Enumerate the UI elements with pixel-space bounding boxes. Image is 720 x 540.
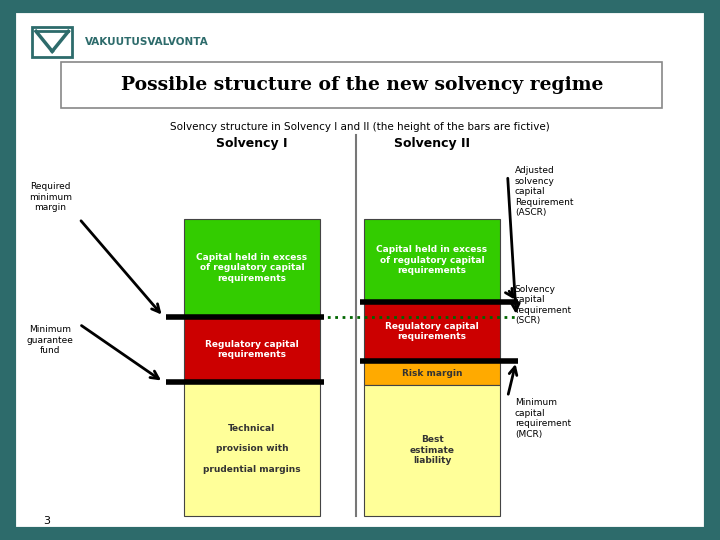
Bar: [184, 316, 320, 382]
Bar: [61, 62, 662, 108]
Text: Minimum
capital
requirement
(MCR): Minimum capital requirement (MCR): [515, 399, 571, 438]
Bar: [364, 219, 500, 302]
Text: VAKUUTUSVALVONTA: VAKUUTUSVALVONTA: [85, 37, 209, 47]
Text: Regulatory capital
requirements: Regulatory capital requirements: [205, 340, 299, 359]
Text: Capital held in excess
of regulatory capital
requirements: Capital held in excess of regulatory cap…: [377, 245, 487, 275]
Text: Minimum
guarantee
fund: Minimum guarantee fund: [27, 325, 74, 355]
Text: 3: 3: [43, 516, 50, 526]
Text: Solvency structure in Solvency I and II (the height of the bars are fictive): Solvency structure in Solvency I and II …: [170, 122, 550, 132]
Bar: [184, 382, 320, 516]
Text: Solvency I: Solvency I: [216, 137, 288, 150]
Text: Possible structure of the new solvency regime: Possible structure of the new solvency r…: [121, 76, 603, 94]
Text: Best
estimate
liability: Best estimate liability: [410, 435, 454, 465]
Bar: [364, 385, 500, 516]
Text: Solvency
capital
requirement
(SCR): Solvency capital requirement (SCR): [515, 285, 571, 325]
Text: Technical

provision with

prudential margins: Technical provision with prudential marg…: [203, 423, 301, 474]
Bar: [32, 27, 72, 57]
Text: Solvency II: Solvency II: [394, 137, 470, 150]
Text: Risk margin: Risk margin: [402, 369, 462, 377]
Text: Capital held in excess
of regulatory capital
requirements: Capital held in excess of regulatory cap…: [197, 253, 307, 282]
Text: Regulatory capital
requirements: Regulatory capital requirements: [385, 322, 479, 341]
Bar: [184, 219, 320, 316]
Text: Required
minimum
margin: Required minimum margin: [29, 182, 72, 212]
Bar: [364, 302, 500, 361]
Text: Adjusted
solvency
capital
Requirement
(ASCR): Adjusted solvency capital Requirement (A…: [515, 166, 573, 217]
Bar: [364, 361, 500, 385]
